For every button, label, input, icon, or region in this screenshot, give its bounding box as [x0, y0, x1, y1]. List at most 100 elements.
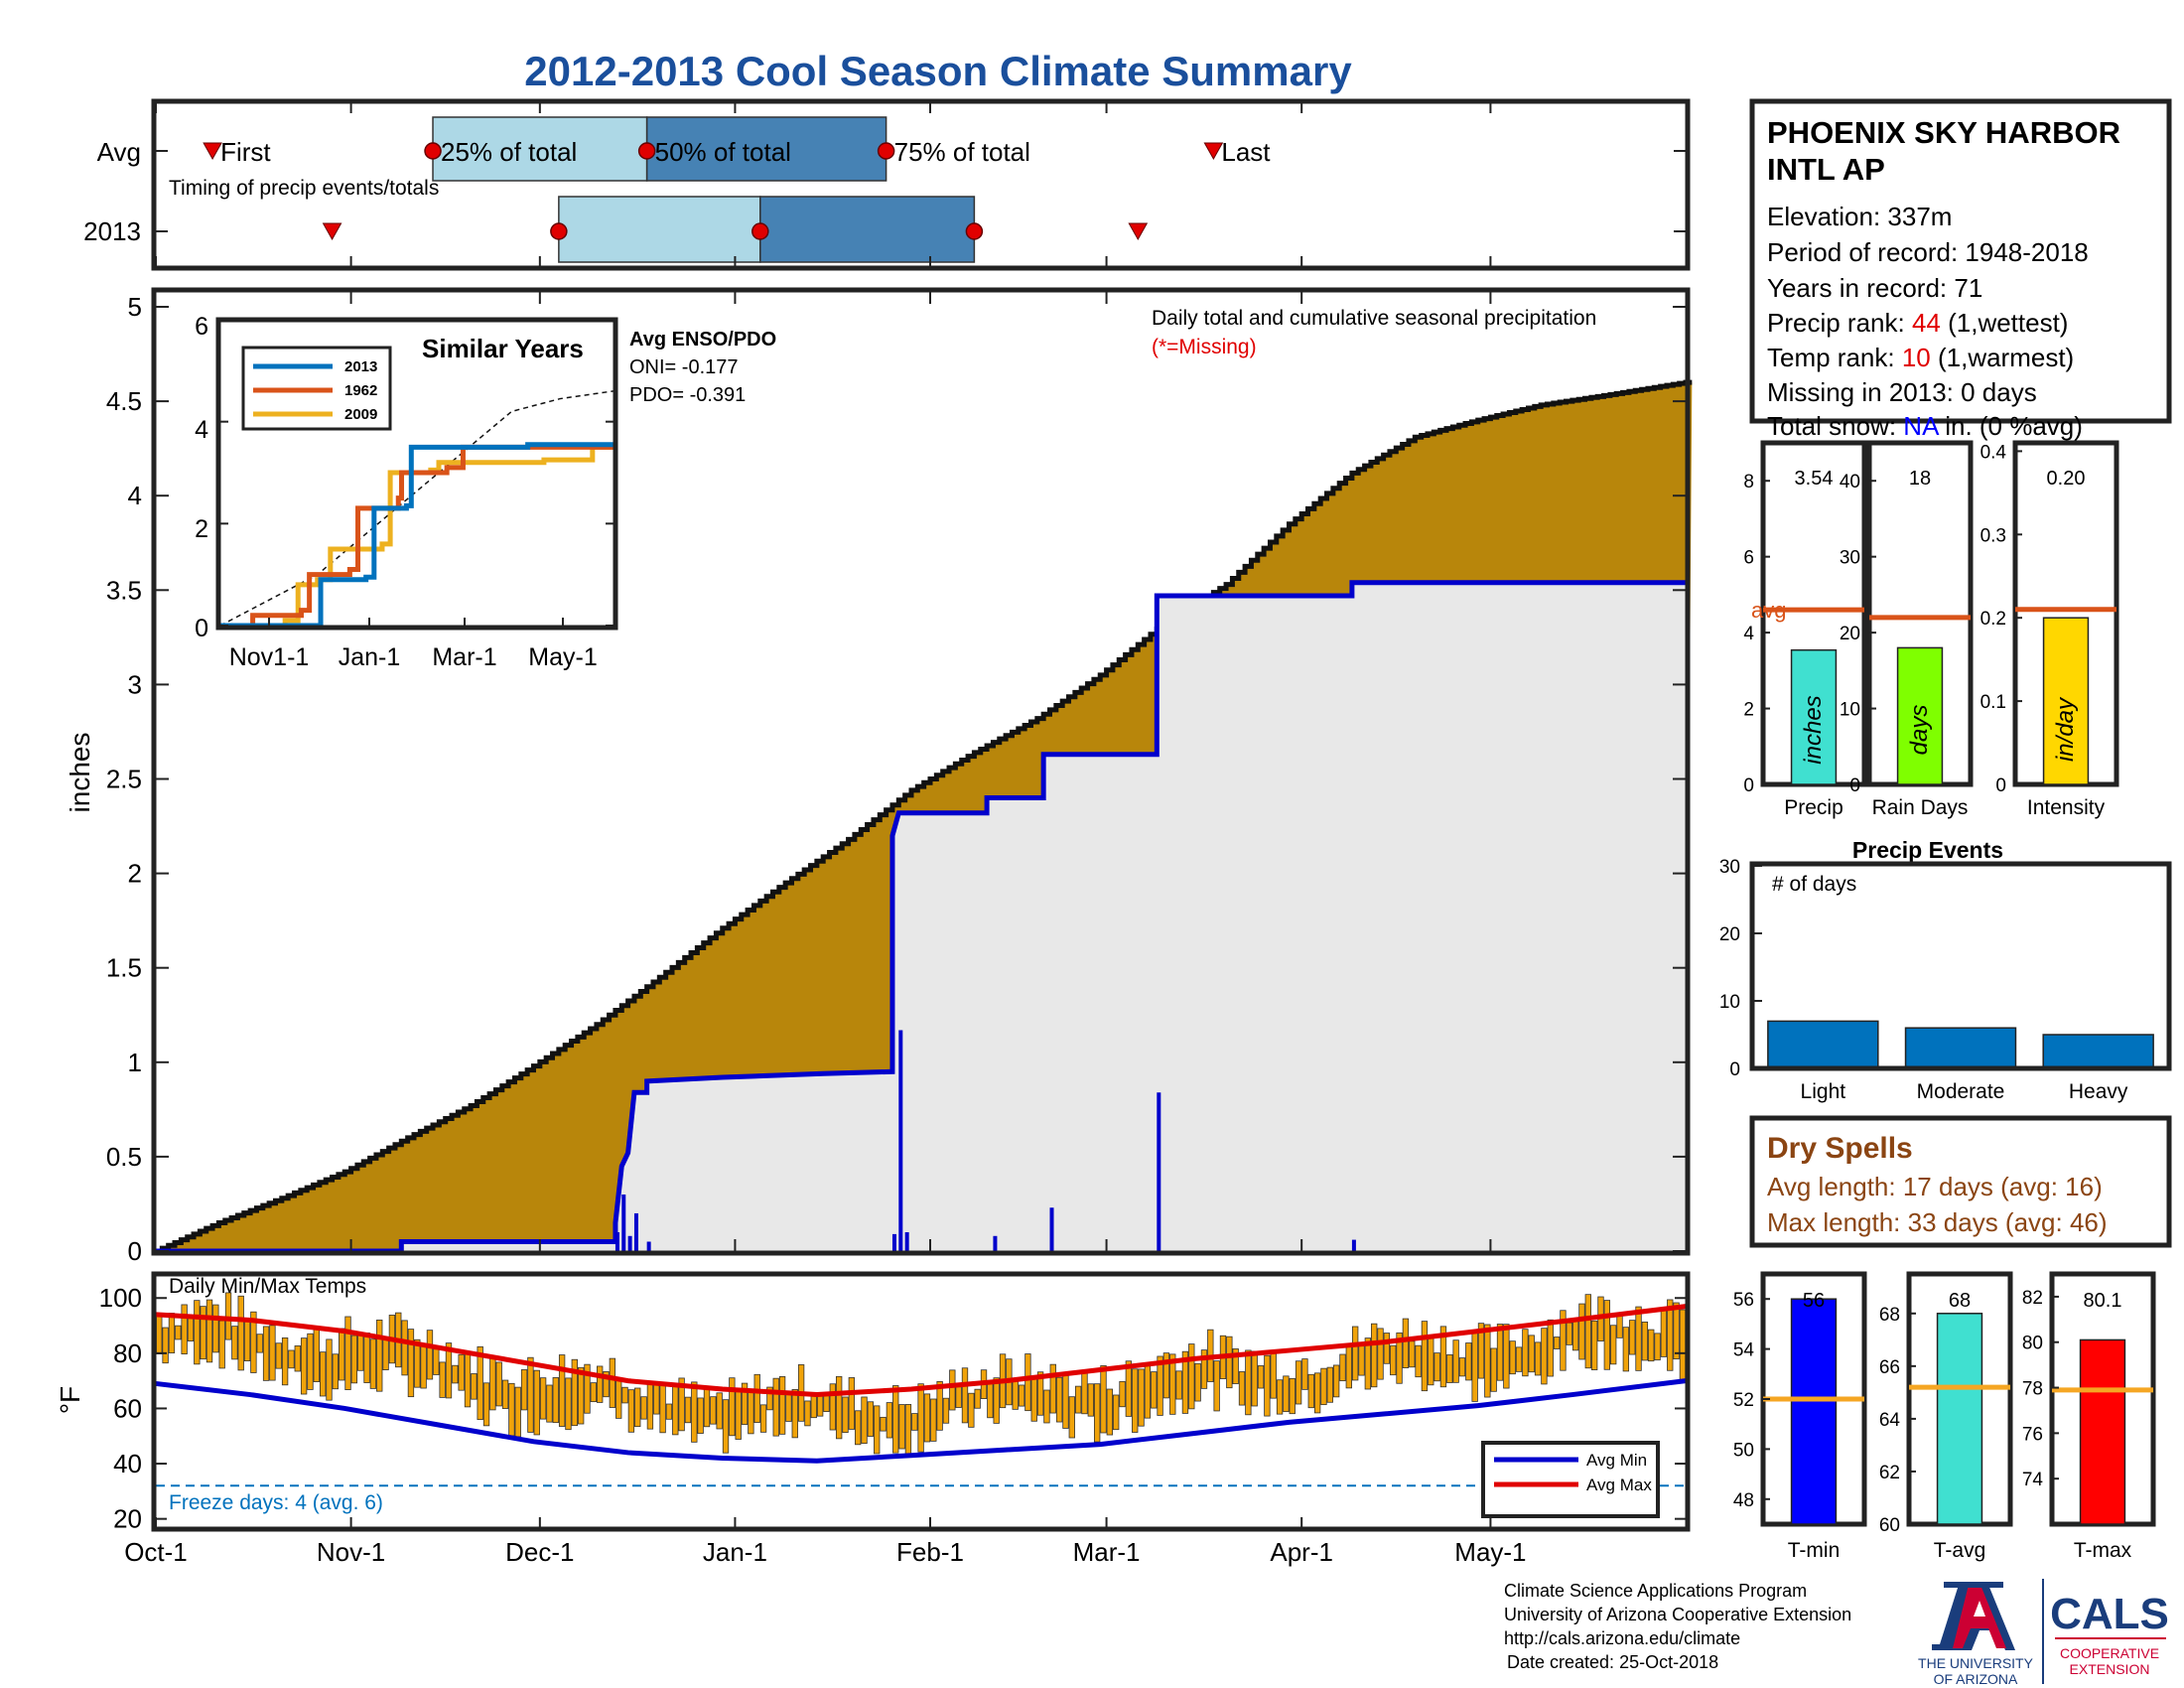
daily-temp-bar [577, 1366, 585, 1425]
daily-temp-bar [1371, 1323, 1378, 1388]
daily-temp-bar [458, 1353, 465, 1391]
side-unit-intensity: in/day [2052, 696, 2079, 762]
temp-y-axis-label: °F [55, 1386, 85, 1414]
daily-temp-bar [930, 1398, 937, 1442]
ua-line1: THE UNIVERSITY [1918, 1655, 2034, 1671]
event-ytick-label: 0 [1729, 1059, 1740, 1080]
daily-temp-bar [319, 1351, 327, 1397]
side-bar-precip [1790, 648, 1838, 785]
daily-temp-bar [1043, 1389, 1050, 1424]
daily-temp-bar [1320, 1367, 1327, 1406]
cals-logo: CALS COOPERATIVE EXTENSION [2050, 1590, 2169, 1677]
inset-xtick: Nov1-1 [229, 643, 310, 671]
station-info-box: PHOENIX SKY HARBOR INTL AP Elevation: 33… [1749, 98, 2172, 441]
month-tick-label: Nov-1 [317, 1537, 385, 1567]
temp-rank-value: 10 [1902, 343, 1931, 372]
daily-temp-bar [968, 1392, 975, 1428]
daily-temp-bar [558, 1354, 566, 1427]
daily-temp-bar [357, 1334, 364, 1371]
daily-temp-bar [1603, 1300, 1611, 1370]
daily-temp-bar [231, 1326, 238, 1360]
inset-legend-2009: 2009 [344, 406, 377, 423]
side-ytick-precip: 2 [1743, 700, 1754, 721]
daily-temp-bar [835, 1375, 843, 1440]
daily-temp-bar [1232, 1348, 1239, 1384]
daily-temp-bar [1074, 1385, 1082, 1414]
daily-temp-bar [552, 1377, 559, 1424]
daily-temp-bar [1496, 1324, 1504, 1381]
daily-temp-bar [1295, 1360, 1302, 1405]
daily-temp-bar [1068, 1396, 1075, 1439]
daily-temp-bar [1560, 1310, 1567, 1371]
temp-legend: Avg Min Avg Max [1481, 1441, 1660, 1518]
side-bar-rain_days [1896, 646, 1944, 785]
station-precip-rank: Precip rank: 44 (1,wettest) [1767, 308, 2068, 338]
station-temp-rank: Temp rank: 10 (1,warmest) [1767, 343, 2074, 372]
inset-xtick: Mar-1 [432, 643, 496, 671]
temp-ytick-tmin: 54 [1733, 1340, 1755, 1361]
daily-temp-bar [382, 1336, 389, 1370]
daily-temp-bar [1106, 1388, 1114, 1436]
temp-label-tavg: T-avg [1934, 1539, 1986, 1562]
daily-temp-bar [1245, 1349, 1252, 1416]
daily-temp-bar [269, 1325, 276, 1381]
daily-temp-bar [1018, 1384, 1025, 1407]
temp-ytick-tmax: 76 [2022, 1424, 2043, 1445]
timing-caption: Timing of precip events/totals [169, 177, 439, 200]
daily-temp-bar [1100, 1365, 1107, 1434]
daily-temp-bar [1654, 1333, 1661, 1361]
side-ytick-intensity: 0.2 [1980, 609, 2006, 630]
daily-temp-bar [1610, 1325, 1617, 1365]
daily-temp-bar [426, 1330, 434, 1380]
daily-temp-bar [194, 1300, 201, 1365]
timing-box-50-75 [645, 116, 887, 182]
similar-years-inset: Similar Years 2013 1962 2009 0 2 4 6 Nov… [195, 313, 618, 671]
daily-temp-bar [911, 1413, 918, 1431]
avg-p25-marker [424, 142, 442, 160]
station-missing: Missing in 2013: 0 days [1767, 377, 2037, 407]
temp-ytick-tmax: 82 [2022, 1288, 2043, 1309]
enso-oni: ONI= -0.177 [629, 356, 739, 378]
dry-spells-avg: Avg length: 17 days (avg: 16) [1767, 1172, 2103, 1201]
page-title: 2012-2013 Cool Season Climate Summary [524, 48, 1352, 94]
daily-temp-bar [1351, 1326, 1359, 1381]
dry-spells-box: Dry Spells Avg length: 17 days (avg: 16)… [1749, 1115, 2172, 1248]
inset-series-2009 [220, 444, 616, 629]
temp-ytick-tmin: 56 [1733, 1290, 1754, 1311]
side-unit-rain_days: days [1906, 705, 1933, 756]
temp-bar-tmin [1790, 1298, 1838, 1525]
timing-panel: Avg 2013 Timing of precip events/totals … [83, 98, 1691, 271]
temp-ytick-tavg: 60 [1879, 1515, 1900, 1536]
daily-temp-bar [1194, 1362, 1201, 1402]
side-ytick-intensity: 0.4 [1980, 442, 2007, 463]
avg-max-line [155, 1304, 1687, 1398]
avg-first-marker [203, 142, 222, 161]
month-x-ticks: Oct-1 Nov-1 Dec-1 Jan-1 Feb-1 Mar-1 Apr-1 May-1 [124, 1517, 1527, 1567]
daily-temp-bar [1446, 1354, 1453, 1383]
daily-temp-bar [1490, 1347, 1497, 1392]
station-name-line1: PHOENIX SKY HARBOR [1767, 115, 2120, 150]
events-title: Precip Events [1852, 837, 2003, 863]
daily-temp-bar [175, 1325, 182, 1340]
daily-temp-bar [855, 1410, 862, 1446]
daily-temp-bar [1471, 1330, 1478, 1402]
legend-avg-min: Avg Min [1586, 1451, 1647, 1470]
temp-y-tick-label: 100 [99, 1283, 142, 1313]
inset-series-2013 [220, 442, 614, 629]
daily-temp-bar [772, 1377, 779, 1437]
side-bar-charts: 3.54 inches Precip 0 2 4 6 8 avg 18 days Rain Days 0… [1743, 440, 2119, 819]
daily-temp-bar [874, 1405, 881, 1455]
daily-temp-bar [829, 1383, 836, 1431]
timing-label: 50% of total [655, 137, 791, 167]
daily-temp-bar [1326, 1366, 1333, 1403]
daily-temp-bar [993, 1377, 1000, 1424]
daily-temp-bar [597, 1365, 604, 1403]
side-ytick-rain_days: 40 [1840, 472, 1860, 492]
temp-ytick-tavg: 66 [1879, 1357, 1900, 1378]
daily-temp-bar [1635, 1306, 1642, 1371]
missing-note: (*=Missing) [1152, 336, 1257, 358]
daily-temp-bar [1673, 1302, 1680, 1360]
daily-temp-bar [1138, 1368, 1145, 1427]
daily-temp-bar [766, 1386, 773, 1411]
side-value-rain_days: 18 [1909, 468, 1931, 490]
